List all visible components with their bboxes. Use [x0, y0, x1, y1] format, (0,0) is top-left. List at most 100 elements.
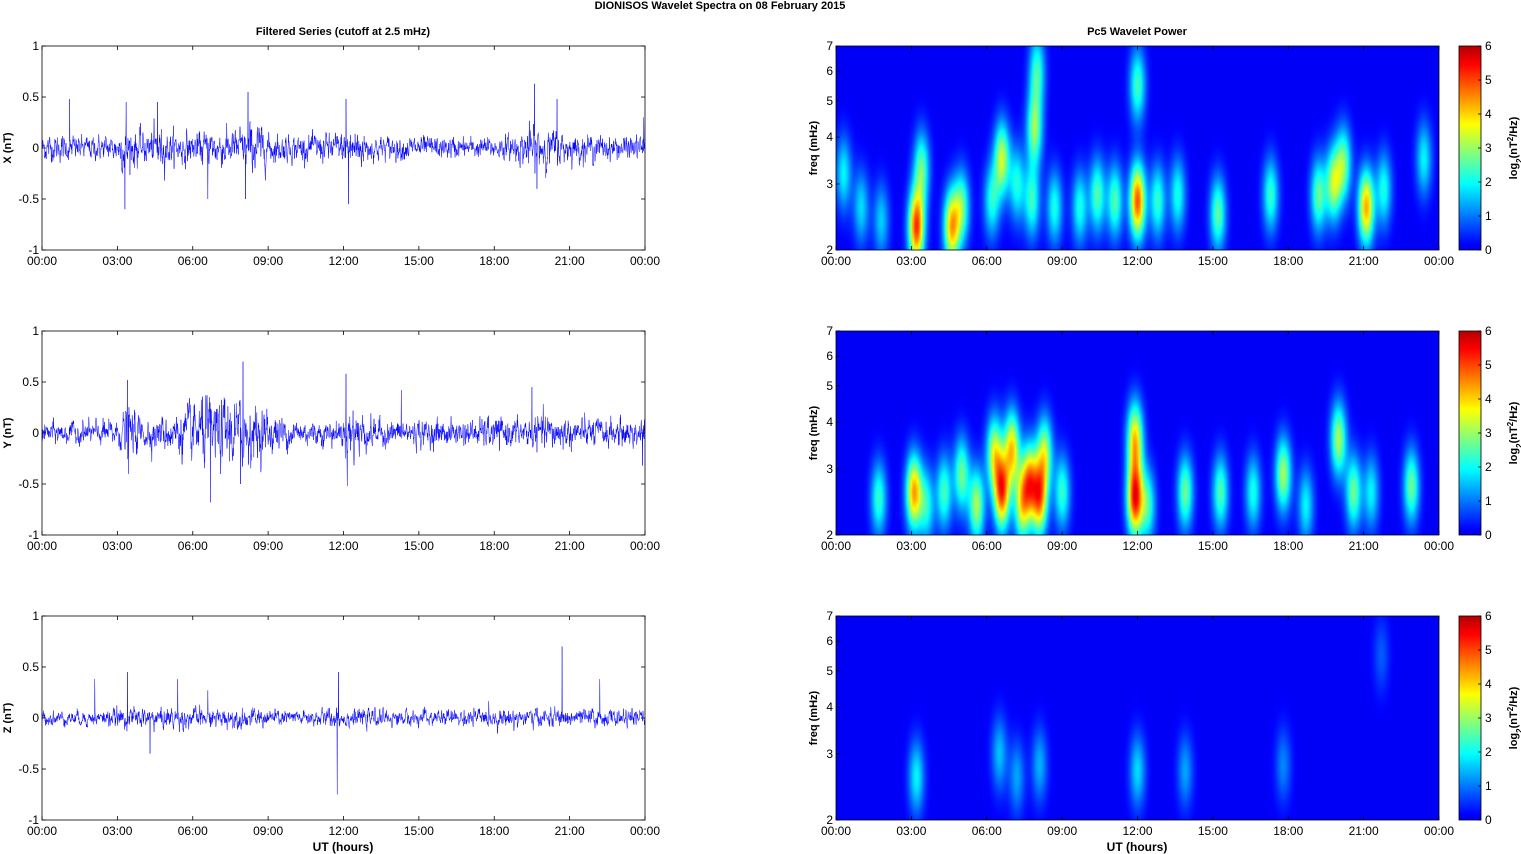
figure-title: DIONISOS Wavelet Spectra on 08 February …: [595, 0, 846, 12]
series-y-ytick-label: 0: [32, 426, 39, 440]
series-z-xtick-label: 00:00: [27, 824, 57, 838]
wavelet-x-ytick-label: 2: [826, 243, 833, 257]
wavelet-y-colorbar-tick-label: 0: [1485, 528, 1492, 542]
x-axis-label-right: UT (hours): [1107, 840, 1168, 854]
wavelet-z-ytick-label: 6: [826, 634, 833, 648]
wavelet-y-xtick-label: 00:00: [1424, 539, 1454, 553]
series-x-ylabel: X (nT): [2, 132, 14, 163]
wavelet-y-ytick-label: 2: [826, 528, 833, 542]
wavelet-z-ytick-label: 3: [826, 747, 833, 761]
series-z-xtick-label: 09:00: [253, 824, 283, 838]
wavelet-z-xtick-label: 03:00: [896, 824, 926, 838]
series-z-xtick-label: 12:00: [328, 824, 358, 838]
series-z-ytick-label: 0: [32, 711, 39, 725]
wavelet-y-ytick-label: 4: [826, 415, 833, 429]
wavelet-x-xtick-label: 00:00: [1424, 254, 1454, 268]
wavelet-y-colorbar-tick-label: 6: [1485, 324, 1492, 338]
wavelet-y-colorbar-tick-label: 1: [1485, 494, 1492, 508]
series-x-xtick-label: 18:00: [479, 254, 509, 268]
wavelet-y-panel: 7 6 5 4 3 2 freq (mHz) 6 5 4 3 2 1 0 log2(nT2/Hz): [808, 324, 1521, 542]
series-z-ytick-label: 0.5: [22, 660, 39, 674]
series-z-xtick-label: 00:00: [630, 824, 660, 838]
wavelet-z-colorbar-tick-label: 4: [1485, 677, 1492, 691]
wavelet-z-colorbar-tick-label: 2: [1485, 745, 1492, 759]
wavelet-y-xtick-label: 12:00: [1122, 539, 1152, 553]
wavelet-x-panel: 7 6 5 4 3 2 freq (mHz) 6 5 4 3 2 1 0 log2(nT2/Hz): [808, 39, 1521, 257]
series-y-xtick-label: 12:00: [328, 539, 358, 553]
series-x-line: [41, 83, 646, 210]
wavelet-x-colorbar: 6 5 4 3 2 1 0 log2(nT2/Hz): [1458, 39, 1521, 257]
right-column-title: Pc5 Wavelet Power: [1087, 26, 1188, 38]
series-z-xtick-label: 15:00: [404, 824, 434, 838]
series-z-ylabel: Z (nT): [2, 702, 14, 733]
series-y-ytick-label: -0.5: [18, 477, 39, 491]
wavelet-z-colorbar-tick-label: 6: [1485, 609, 1492, 623]
wavelet-y-heatmap: [836, 331, 1439, 535]
wavelet-y-xtick-label: 18:00: [1273, 539, 1303, 553]
wavelet-x-xtick-label: 09:00: [1047, 254, 1077, 268]
wavelet-y-ytick-label: 5: [826, 379, 833, 393]
wavelet-y-colorbar-gradient: [1459, 331, 1481, 535]
wavelet-x-colorbar-tick-label: 6: [1485, 39, 1492, 53]
series-z-panel: 1 0.5 0 -0.5 -1 Z (nT): [2, 609, 646, 827]
wavelet-x-xtick-label: 21:00: [1349, 254, 1379, 268]
wavelet-x-colorbar-tick-label: 2: [1485, 175, 1492, 189]
series-x-xtick-label: 09:00: [253, 254, 283, 268]
wavelet-y-colorbar-label: log2(nT2/Hz): [1506, 401, 1521, 464]
panels: 1 0.5 0 -0.5 -1 X (nT) 00:00 03:00 06:00 09:00 12:…: [2, 39, 1521, 838]
wavelet-x-ytick-label: 4: [826, 130, 833, 144]
wavelet-z-colorbar-tick-label: 1: [1485, 779, 1492, 793]
wavelet-y-xtick-label: 06:00: [972, 539, 1002, 553]
series-z-line: [41, 646, 646, 795]
series-x-ytick-label: 0: [32, 141, 39, 155]
series-z-ytick-label: 1: [32, 609, 39, 623]
wavelet-z-xtick-label: 15:00: [1198, 824, 1228, 838]
series-y-line: [41, 361, 646, 503]
wavelet-z-colorbar-gradient: [1459, 616, 1481, 820]
wavelet-x-ytick-label: 5: [826, 94, 833, 108]
series-y-xtick-label: 06:00: [178, 539, 208, 553]
wavelet-x-xtick-label: 18:00: [1273, 254, 1303, 268]
series-z-ytick-label: -0.5: [18, 762, 39, 776]
series-x-xtick-label: 00:00: [630, 254, 660, 268]
wavelet-z-ytick-label: 7: [826, 609, 833, 623]
series-y-xtick-label: 00:00: [630, 539, 660, 553]
series-z-ytick-label: -1: [28, 813, 39, 827]
wavelet-y-colorbar-tick-label: 4: [1485, 392, 1492, 406]
wavelet-x-heatmap: [836, 46, 1439, 250]
series-y-xtick-label: 15:00: [404, 539, 434, 553]
series-x-xtick-label: 03:00: [102, 254, 132, 268]
wavelet-z-xtick-label: 12:00: [1122, 824, 1152, 838]
series-y-ytick-label: 1: [32, 324, 39, 338]
wavelet-z-colorbar-tick-label: 3: [1485, 711, 1492, 725]
wavelet-z-ytick-label: 4: [826, 700, 833, 714]
series-z-xtick-label: 06:00: [178, 824, 208, 838]
wavelet-y-colorbar-tick-label: 3: [1485, 426, 1492, 440]
series-y-xtick-label: 00:00: [27, 539, 57, 553]
wavelet-z-heatmap: [836, 616, 1439, 820]
wavelet-x-xtick-label: 12:00: [1122, 254, 1152, 268]
wavelet-y-ytick-label: 7: [826, 324, 833, 338]
wavelet-x-colorbar-gradient: [1459, 46, 1481, 250]
series-y-xtick-label: 03:00: [102, 539, 132, 553]
wavelet-x-xtick-label: 00:00: [821, 254, 851, 268]
wavelet-y-colorbar-tick-label: 5: [1485, 358, 1492, 372]
series-x-ytick-label: 0.5: [22, 90, 39, 104]
left-column-title: Filtered Series (cutoff at 2.5 mHz): [256, 26, 431, 38]
wavelet-x-colorbar-tick-label: 0: [1485, 243, 1492, 257]
series-x-xtick-label: 00:00: [27, 254, 57, 268]
wavelet-y-xtick-label: 21:00: [1349, 539, 1379, 553]
wavelet-y-ytick-label: 6: [826, 349, 833, 363]
wavelet-z-xtick-label: 18:00: [1273, 824, 1303, 838]
wavelet-x-xtick-label: 06:00: [972, 254, 1002, 268]
wavelet-x-colorbar-tick-label: 4: [1485, 107, 1492, 121]
wavelet-x-ytick-label: 3: [826, 177, 833, 191]
wavelet-z-xtick-label: 00:00: [821, 824, 851, 838]
wavelet-z-xtick-label: 21:00: [1349, 824, 1379, 838]
wavelet-y-xtick-label: 03:00: [896, 539, 926, 553]
series-x-xtick-label: 15:00: [404, 254, 434, 268]
wavelet-z-colorbar-label: log2(nT2/Hz): [1506, 686, 1521, 749]
wavelet-z-xtick-label: 06:00: [972, 824, 1002, 838]
series-x-ytick-label: -0.5: [18, 192, 39, 206]
